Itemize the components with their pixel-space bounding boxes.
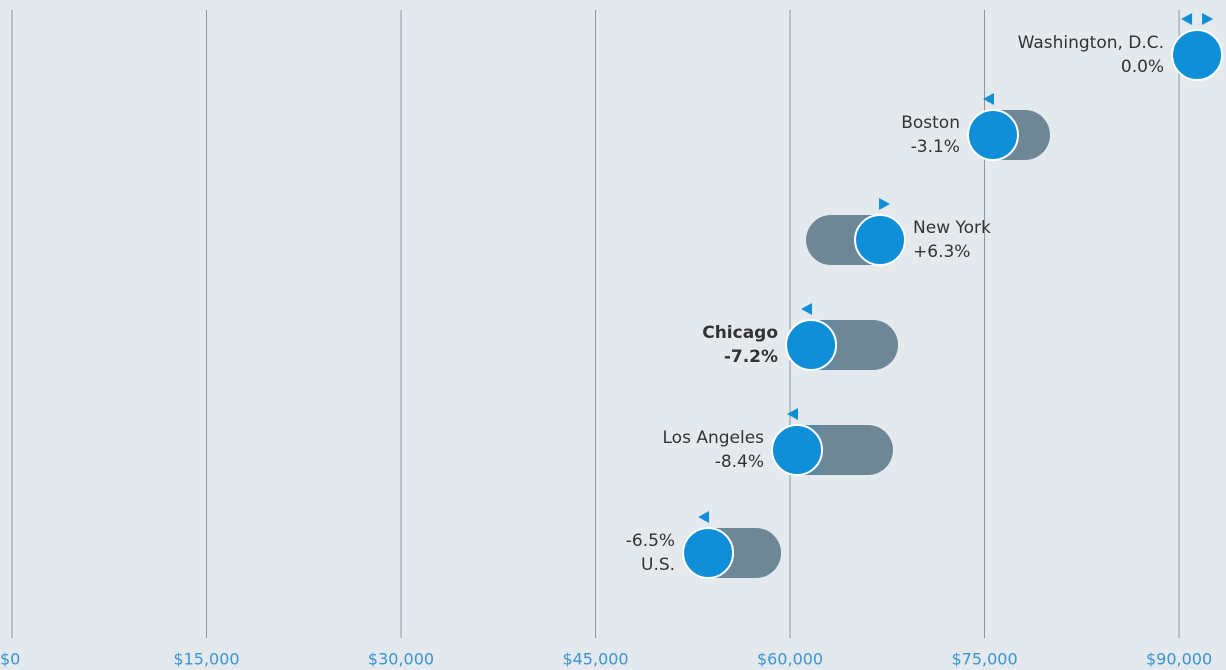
category-label: Boston bbox=[901, 113, 960, 133]
category-label: Washington, D.C. bbox=[1018, 33, 1164, 53]
arrow-right bbox=[879, 198, 891, 210]
x-tick-label: $45,000 bbox=[562, 650, 628, 669]
change-label: -6.5% bbox=[626, 531, 675, 551]
category-label: U.S. bbox=[641, 555, 675, 575]
value-dot bbox=[785, 319, 838, 371]
change-label: -8.4% bbox=[715, 452, 764, 472]
x-tick-label: $75,000 bbox=[951, 650, 1017, 669]
x-tick-label: $60,000 bbox=[757, 650, 823, 669]
arrow-left bbox=[698, 511, 710, 523]
x-tick-label: $90,000 bbox=[1146, 650, 1212, 669]
arrow-left bbox=[1181, 13, 1193, 25]
category-label: Los Angeles bbox=[663, 428, 765, 448]
category-label: Chicago bbox=[702, 323, 778, 343]
value-dot bbox=[854, 214, 907, 266]
x-tick-label: $30,000 bbox=[368, 650, 434, 669]
value-dot bbox=[966, 109, 1019, 161]
value-dot bbox=[682, 527, 735, 579]
change-label: 0.0% bbox=[1121, 57, 1164, 77]
value-dot bbox=[771, 424, 824, 476]
x-tick-label: $15,000 bbox=[173, 650, 239, 669]
arrow-left bbox=[801, 303, 813, 315]
arrow-left bbox=[787, 408, 799, 420]
x-tick-label: $0 bbox=[0, 650, 20, 669]
arrow-left bbox=[982, 93, 994, 105]
change-label: +6.3% bbox=[913, 242, 970, 262]
change-label: -3.1% bbox=[911, 137, 960, 157]
category-label: New York bbox=[913, 218, 991, 238]
value-dot bbox=[1171, 29, 1224, 81]
arrow-right bbox=[1202, 13, 1214, 25]
change-label: -7.2% bbox=[724, 347, 778, 367]
